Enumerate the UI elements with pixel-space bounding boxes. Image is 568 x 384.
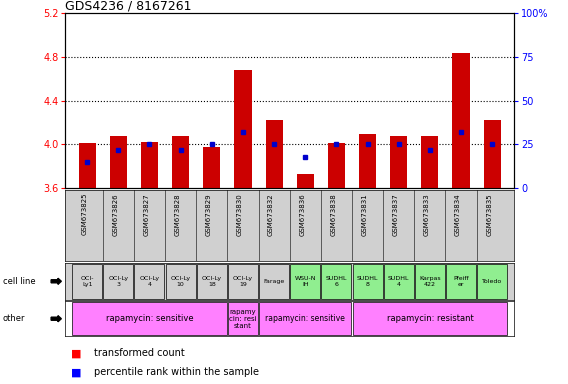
Text: Karpas
422: Karpas 422 — [419, 276, 441, 287]
Text: transformed count: transformed count — [94, 348, 185, 358]
FancyBboxPatch shape — [259, 302, 352, 335]
Text: rapamycin: sensitive: rapamycin: sensitive — [265, 314, 345, 323]
Text: GSM673838: GSM673838 — [331, 193, 336, 236]
Text: rapamycin: sensitive: rapamycin: sensitive — [106, 314, 193, 323]
FancyBboxPatch shape — [477, 264, 507, 299]
Bar — [110, 136, 127, 188]
Text: GSM673829: GSM673829 — [206, 193, 212, 235]
Text: WSU-N
IH: WSU-N IH — [295, 276, 316, 287]
Text: SUDHL
8: SUDHL 8 — [357, 276, 378, 287]
Bar — [296, 174, 314, 188]
FancyBboxPatch shape — [228, 302, 258, 335]
Bar — [390, 136, 407, 188]
Bar — [453, 53, 470, 188]
Bar — [141, 142, 158, 188]
Text: GSM673825: GSM673825 — [81, 193, 87, 235]
Text: OCI-Ly
4: OCI-Ly 4 — [139, 276, 160, 287]
Text: GSM673837: GSM673837 — [392, 193, 399, 236]
Text: GDS4236 / 8167261: GDS4236 / 8167261 — [65, 0, 192, 12]
Text: Toledo: Toledo — [482, 279, 502, 284]
FancyBboxPatch shape — [321, 264, 352, 299]
FancyBboxPatch shape — [353, 264, 382, 299]
Text: rapamycin: resistant: rapamycin: resistant — [387, 314, 473, 323]
FancyBboxPatch shape — [197, 264, 227, 299]
Bar — [484, 121, 501, 188]
FancyBboxPatch shape — [166, 264, 195, 299]
FancyBboxPatch shape — [72, 264, 102, 299]
Text: ■: ■ — [71, 348, 81, 358]
Text: SUDHL
4: SUDHL 4 — [388, 276, 410, 287]
Text: other: other — [3, 314, 26, 323]
Bar — [359, 134, 376, 188]
Text: OCI-Ly
3: OCI-Ly 3 — [108, 276, 128, 287]
Bar — [265, 121, 283, 188]
FancyBboxPatch shape — [135, 264, 164, 299]
Text: GSM673833: GSM673833 — [424, 193, 430, 236]
Text: GSM673828: GSM673828 — [174, 193, 181, 235]
Text: ■: ■ — [71, 367, 81, 377]
Text: GSM673831: GSM673831 — [362, 193, 367, 236]
FancyBboxPatch shape — [259, 264, 289, 299]
Text: GSM673835: GSM673835 — [486, 193, 492, 235]
Text: OCI-
Ly1: OCI- Ly1 — [81, 276, 94, 287]
Text: OCI-Ly
19: OCI-Ly 19 — [233, 276, 253, 287]
Bar — [328, 143, 345, 188]
FancyBboxPatch shape — [103, 264, 133, 299]
Text: OCI-Ly
18: OCI-Ly 18 — [202, 276, 222, 287]
Text: OCI-Ly
10: OCI-Ly 10 — [170, 276, 191, 287]
FancyBboxPatch shape — [415, 264, 445, 299]
FancyBboxPatch shape — [228, 264, 258, 299]
Text: GSM673826: GSM673826 — [112, 193, 118, 235]
Text: rapamy
cin: resi
stant: rapamy cin: resi stant — [229, 309, 257, 329]
Text: GSM673827: GSM673827 — [144, 193, 149, 235]
Bar — [421, 136, 438, 188]
Text: GSM673832: GSM673832 — [268, 193, 274, 235]
FancyBboxPatch shape — [72, 302, 227, 335]
Text: GSM673834: GSM673834 — [455, 193, 461, 235]
FancyBboxPatch shape — [353, 302, 507, 335]
Text: Farage: Farage — [264, 279, 285, 284]
Text: SUDHL
6: SUDHL 6 — [325, 276, 347, 287]
Bar — [235, 70, 252, 188]
Bar — [172, 136, 189, 188]
Text: Pfeiff
er: Pfeiff er — [453, 276, 469, 287]
FancyBboxPatch shape — [384, 264, 414, 299]
Text: GSM673836: GSM673836 — [299, 193, 305, 236]
Bar — [203, 147, 220, 188]
Bar — [78, 143, 95, 188]
Text: cell line: cell line — [3, 277, 35, 286]
Text: GSM673830: GSM673830 — [237, 193, 243, 236]
FancyBboxPatch shape — [446, 264, 476, 299]
FancyBboxPatch shape — [290, 264, 320, 299]
Text: percentile rank within the sample: percentile rank within the sample — [94, 367, 258, 377]
